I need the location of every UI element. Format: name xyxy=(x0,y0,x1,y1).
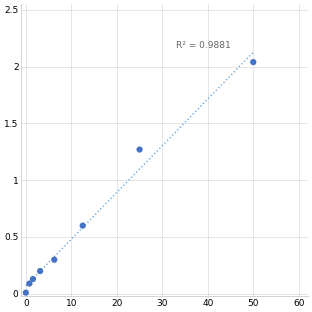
Point xyxy=(137,147,142,152)
Text: R² = 0.9881: R² = 0.9881 xyxy=(176,41,231,50)
Point xyxy=(251,60,256,65)
Point xyxy=(27,281,32,286)
Point xyxy=(23,290,28,295)
Point xyxy=(38,269,43,274)
Point xyxy=(31,276,36,281)
Point xyxy=(52,257,57,262)
Point xyxy=(80,223,85,228)
